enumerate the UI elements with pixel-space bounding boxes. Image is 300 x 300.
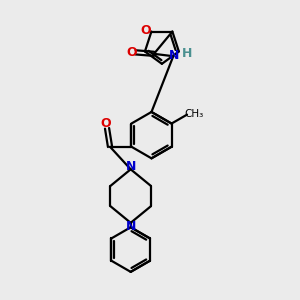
Text: CH₃: CH₃ [184, 109, 203, 119]
Text: O: O [127, 46, 137, 59]
Text: N: N [125, 160, 136, 173]
Text: N: N [169, 49, 179, 62]
Text: O: O [141, 24, 152, 37]
Text: H: H [182, 47, 192, 60]
Text: N: N [125, 220, 136, 233]
Text: O: O [100, 117, 111, 130]
